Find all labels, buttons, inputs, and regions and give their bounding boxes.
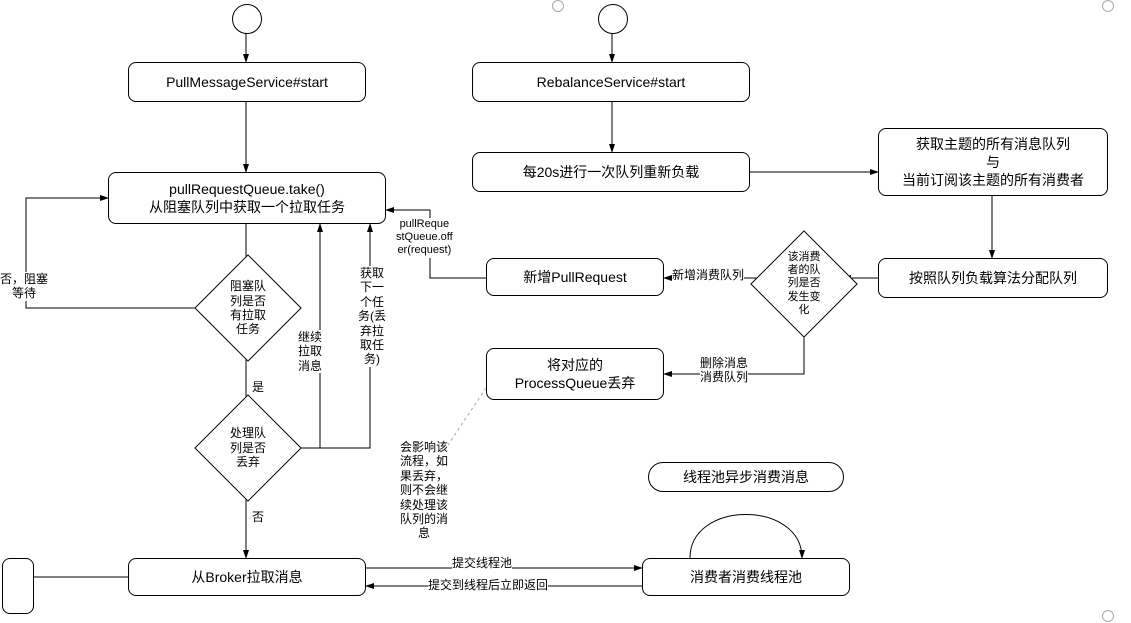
label-no-block-wait: 否，阻塞 等待 [0, 272, 48, 301]
node-pull-start: PullMessageService#start [128, 62, 366, 102]
node-get-topic: 获取主题的所有消息队列 与 当前订阅该主题的所有消费者 [878, 128, 1108, 196]
node-consumer-pool: 消费者消费线程池 [642, 558, 850, 596]
label-next-task: 获取 下一 个任 务(丢 弃拉 取任 务) [358, 266, 386, 367]
label-offer: pullReque stQueue.off er(request) [396, 218, 453, 258]
node-reb-start: RebalanceService#start [472, 62, 750, 102]
label-submit-return: 提交到线程后立即返回 [428, 578, 548, 592]
node-async-label: 线程池异步消费消息 [648, 462, 844, 492]
label-del-queue: 删除消息 消费队列 [700, 356, 748, 385]
node-every20s: 每20s进行一次队列重新负载 [472, 152, 750, 192]
node-take: pullRequestQueue.take() 从阻塞队列中获取一个拉取任务 [108, 172, 386, 224]
diamond-block-queue: 阻塞队 列是否 有拉取 任务 [210, 270, 286, 346]
label-yes-1: 是 [252, 380, 264, 394]
diamond-change: 该消费 者的队 列是否 发生变 化 [766, 246, 842, 322]
node-drop-pq: 将对应的 ProcessQueue丢弃 [486, 348, 664, 400]
corner-dot-2 [1102, 0, 1114, 12]
label-continue-pull: 继续 拉取 消息 [298, 330, 322, 373]
start-circle-rebalance [598, 4, 628, 34]
label-add-queue: 新增消费队列 [672, 268, 744, 282]
node-broker-pull: 从Broker拉取消息 [128, 558, 366, 596]
node-add-pr: 新增PullRequest [486, 258, 664, 296]
label-submit-pool: 提交线程池 [452, 556, 512, 570]
label-impact: 会影响该 流程，如 果丢弃， 则不会继 续处理该 队列的消 息 [400, 440, 448, 541]
node-hollow-stub [2, 558, 34, 614]
node-assign: 按照队列负载算法分配队列 [878, 258, 1108, 298]
corner-dot-3 [1102, 610, 1114, 622]
corner-dot-1 [552, 0, 564, 12]
label-no-1: 否 [252, 510, 264, 524]
diamond-discard: 处理队 列是否 丢弃 [210, 410, 286, 486]
start-circle-pull [232, 4, 262, 34]
